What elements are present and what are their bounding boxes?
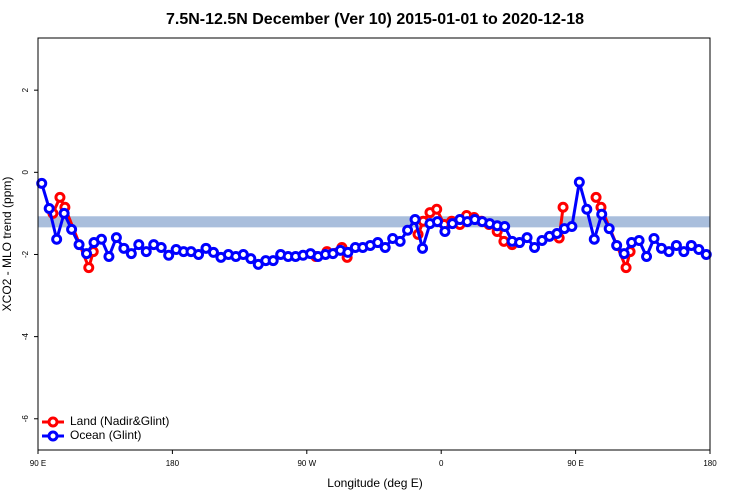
data-point [95, 233, 107, 245]
data-point [118, 242, 130, 254]
data-point [417, 242, 429, 254]
series-line [51, 193, 632, 273]
data-point [51, 233, 63, 245]
data-point [588, 233, 600, 245]
data-point [342, 246, 354, 258]
data-point [596, 208, 608, 220]
x-tick-label: 90 E [567, 459, 583, 468]
chart-title: 7.5N-12.5N December (Ver 10) 2015-01-01 … [166, 11, 584, 28]
data-point [633, 235, 645, 247]
x-tick-label: 180 [166, 459, 180, 468]
data-point [207, 246, 219, 258]
data-point [566, 221, 578, 233]
legend-marker [47, 416, 59, 428]
data-point [514, 237, 526, 249]
legend-label: Land (Nadir&Glint) [70, 414, 169, 428]
x-axis-label: Longitude (deg E) [327, 476, 422, 490]
data-point [163, 249, 175, 261]
data-point [125, 248, 137, 260]
data-point [402, 224, 414, 236]
y-tick-label: 0 [21, 170, 30, 175]
data-point [110, 232, 122, 244]
data-point [573, 176, 585, 188]
legend-label: Ocean (Glint) [70, 428, 141, 442]
data-point [529, 241, 541, 253]
data-point [155, 241, 167, 253]
data-point [611, 239, 623, 251]
data-point [54, 191, 66, 203]
data-point [58, 207, 70, 219]
reference-band [38, 216, 710, 228]
y-tick-label: 2 [21, 87, 30, 92]
data-point [700, 248, 712, 260]
x-tick-label: 180 [703, 459, 717, 468]
data-point [267, 255, 279, 267]
y-tick-label: -2 [21, 250, 30, 258]
plot-frame [37, 37, 711, 451]
data-point [499, 221, 511, 233]
data-point [245, 253, 257, 265]
data-point [36, 177, 48, 189]
data-point [603, 223, 615, 235]
data-point [193, 248, 205, 260]
data-point [439, 225, 451, 237]
data-point [590, 191, 602, 203]
data-point [551, 228, 563, 240]
data-point [620, 262, 632, 274]
data-point [379, 241, 391, 253]
data-point [431, 216, 443, 228]
legend-marker [47, 430, 59, 442]
x-tick-label: 0 [439, 459, 444, 468]
y-axis-label: XCO2 - MLO trend (ppm) [0, 177, 14, 312]
data-point [43, 202, 55, 214]
data-point [670, 239, 682, 251]
data-point [663, 246, 675, 258]
data-point [581, 203, 593, 215]
y-tick-label: -4 [21, 333, 30, 341]
data-point [73, 239, 85, 251]
data-point [394, 235, 406, 247]
data-point [372, 237, 384, 249]
data-point [83, 262, 95, 274]
data-point [431, 203, 443, 215]
data-point [140, 246, 152, 258]
data-point [409, 214, 421, 226]
data-point [641, 251, 653, 263]
data-point [103, 251, 115, 263]
data-point [557, 201, 569, 213]
data-point [693, 244, 705, 256]
x-tick-label: 90 W [297, 459, 316, 468]
data-point [133, 239, 145, 251]
data-point [648, 232, 660, 244]
data-point [521, 232, 533, 244]
data-point [81, 248, 93, 260]
data-point [618, 248, 630, 260]
data-point [678, 246, 690, 258]
y-tick-label: -6 [21, 415, 30, 423]
data-point [66, 223, 78, 235]
x-tick-label: 90 E [30, 459, 46, 468]
